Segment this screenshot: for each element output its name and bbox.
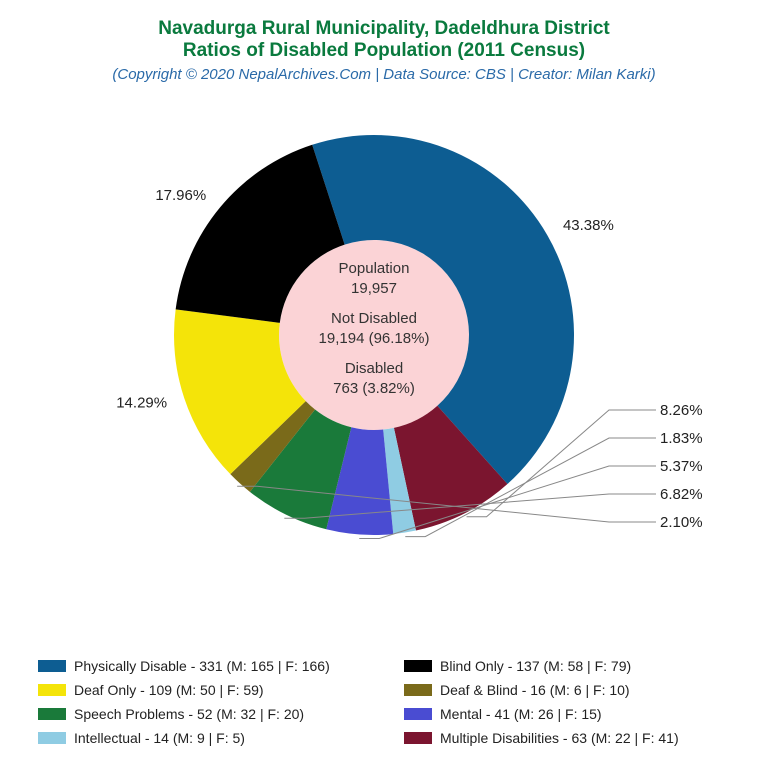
legend-label: Blind Only - 137 (M: 58 | F: 79) [440,658,631,674]
legend-label: Deaf Only - 109 (M: 50 | F: 59) [74,682,264,698]
center-text-line: Population [339,260,410,277]
legend-swatch [38,732,66,744]
slice-pct-label: 17.96% [155,187,206,204]
center-text-line: Disabled [345,360,403,377]
legend-item: Mental - 41 (M: 26 | F: 15) [404,706,730,722]
center-text-line: 19,194 (96.18%) [319,330,430,347]
slice-pct-label: 14.29% [116,395,167,412]
legend-label: Speech Problems - 52 (M: 32 | F: 20) [74,706,304,722]
center-text-line: Not Disabled [331,310,417,327]
slice-pct-label: 6.82% [660,486,703,503]
legend-item: Intellectual - 14 (M: 9 | F: 5) [38,730,364,746]
chart-title-block: Navadurga Rural Municipality, Dadeldhura… [0,0,768,83]
slice-pct-label: 5.37% [660,458,703,475]
legend-swatch [38,708,66,720]
slice-pct-label: 8.26% [660,402,703,419]
legend-label: Mental - 41 (M: 26 | F: 15) [440,706,602,722]
legend-item: Deaf Only - 109 (M: 50 | F: 59) [38,682,364,698]
donut-chart-container: 43.38% 8.26% 1.83% 5.37% 6.82% 2.10% 14.29% 17.… [0,85,768,585]
legend-label: Physically Disable - 331 (M: 165 | F: 16… [74,658,330,674]
legend-swatch [404,732,432,744]
chart-title-line1: Navadurga Rural Municipality, Dadeldhura… [0,18,768,40]
legend-swatch [404,708,432,720]
legend-swatch [404,660,432,672]
legend-item: Blind Only - 137 (M: 58 | F: 79) [404,658,730,674]
slice-pct-label: 2.10% [660,514,703,531]
legend-swatch [38,684,66,696]
slice-pct-label: 1.83% [660,430,703,447]
center-text-line: 763 (3.82%) [333,380,415,397]
legend-item: Multiple Disabilities - 63 (M: 22 | F: 4… [404,730,730,746]
legend-swatch [38,660,66,672]
chart-subtitle: (Copyright © 2020 NepalArchives.Com | Da… [0,66,768,83]
legend: Physically Disable - 331 (M: 165 | F: 16… [38,658,730,746]
slice-pct-label: 43.38% [563,217,614,234]
legend-item: Deaf & Blind - 16 (M: 6 | F: 10) [404,682,730,698]
legend-swatch [404,684,432,696]
donut-chart-svg: 43.38% 8.26% 1.83% 5.37% 6.82% 2.10% 14.29% 17.… [34,85,734,585]
chart-title-line2: Ratios of Disabled Population (2011 Cens… [0,40,768,62]
legend-label: Intellectual - 14 (M: 9 | F: 5) [74,730,245,746]
legend-item: Physically Disable - 331 (M: 165 | F: 16… [38,658,364,674]
legend-item: Speech Problems - 52 (M: 32 | F: 20) [38,706,364,722]
legend-label: Multiple Disabilities - 63 (M: 22 | F: 4… [440,730,679,746]
legend-label: Deaf & Blind - 16 (M: 6 | F: 10) [440,682,630,698]
center-text-line: 19,957 [351,280,397,297]
